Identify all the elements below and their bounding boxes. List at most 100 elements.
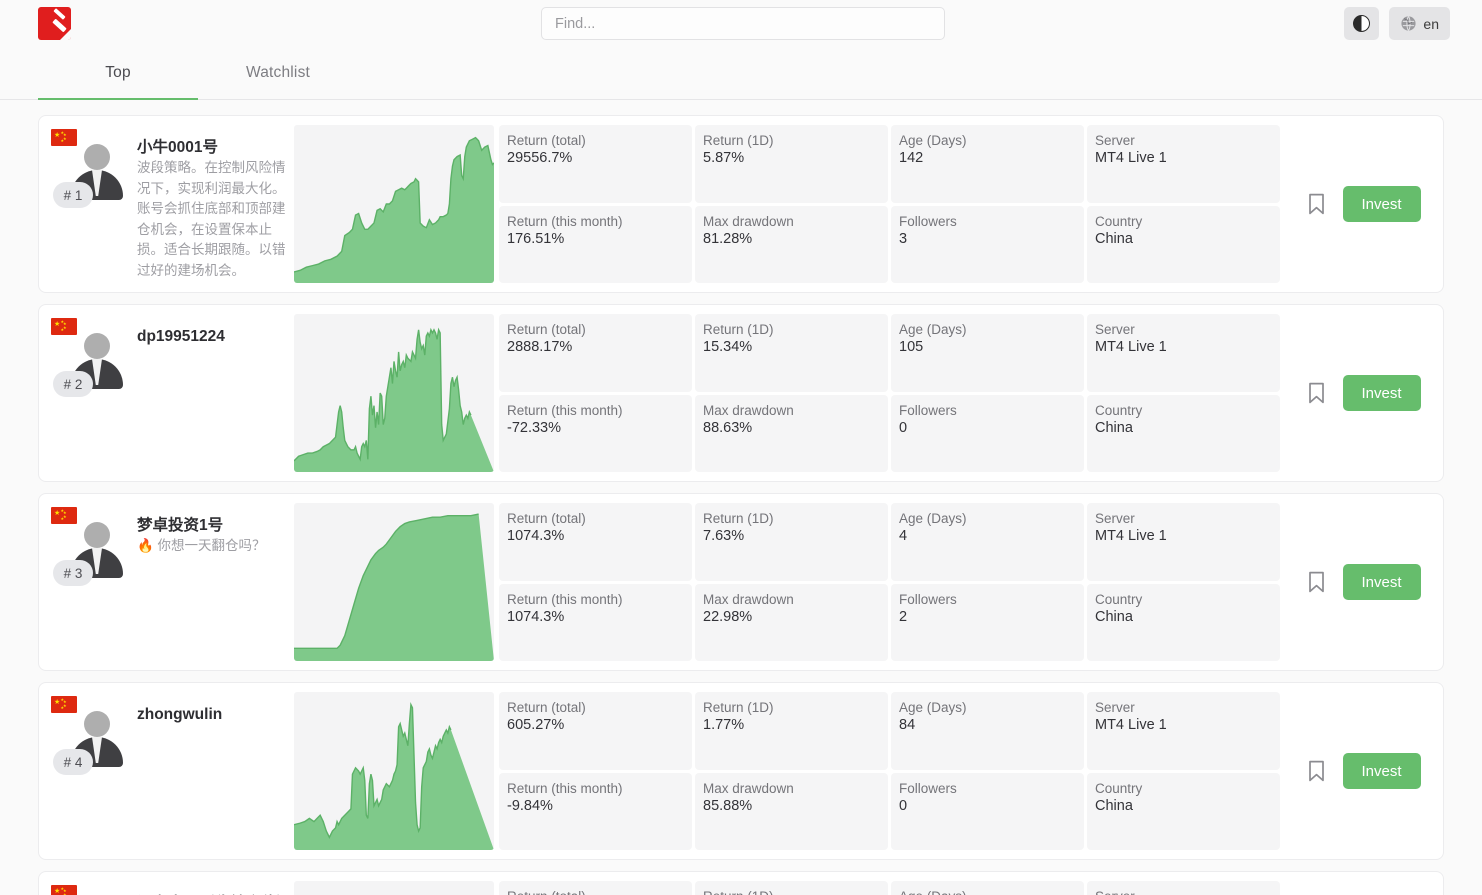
china-flag-icon: ★★★★★	[51, 696, 77, 713]
avatar-tie	[92, 170, 102, 196]
stat-server: Server MT4 Live 1	[1087, 503, 1280, 581]
trader-identity: ★★★★★# 5汇市杰西（稳健仓位）顺势波段交易策略	[39, 872, 294, 895]
trader-text: zhongwulin	[137, 693, 288, 853]
stat-return-total: Return (total) 1074.3%	[499, 503, 692, 581]
stat-country-label: Country	[1095, 402, 1143, 418]
trader-name[interactable]: 小牛0001号	[137, 139, 218, 156]
stat-followers-label: Followers	[899, 591, 957, 607]
trader-actions: Invest	[1285, 494, 1443, 670]
stat-server-label: Server	[1095, 133, 1135, 148]
stat-return-month-label: Return (this month)	[507, 591, 623, 607]
app-logo-icon[interactable]	[38, 7, 71, 40]
stat-country-label: Country	[1095, 591, 1143, 607]
stat-country: Country China	[1087, 394, 1280, 472]
trader-card[interactable]: ★★★★★# 5汇市杰西（稳健仓位）顺势波段交易策略 Return (total)…	[38, 871, 1444, 895]
trader-identity: ★ ★ ★ ★ ★ # 1 小牛0001号 波段策略。在控制风险情况下，实现利润最大化。账号会…	[39, 116, 294, 292]
avatar-column: ★ ★ ★ ★ ★ # 3	[45, 504, 137, 664]
trader-text: 梦卓投资1号 🔥 你想一天翻仓吗？	[137, 504, 288, 664]
trader-actions: Invest	[1285, 872, 1443, 895]
stat-return-month: Return (this month) 176.51%	[499, 205, 692, 283]
stat-server: Server MT4 Live 1	[1087, 314, 1280, 392]
trader-name[interactable]: dp19951224	[137, 328, 225, 345]
avatar-tie	[92, 737, 102, 763]
tab-watchlist[interactable]: Watchlist	[198, 47, 358, 99]
trader-name[interactable]: zhongwulin	[137, 706, 223, 723]
stat-age-days-label: Age (Days)	[899, 889, 1076, 895]
rank-badge: # 4	[53, 749, 93, 775]
trader-identity: ★ ★ ★ ★ ★ # 4 zhongwulin	[39, 683, 294, 859]
tab-top[interactable]: Top	[38, 47, 198, 100]
stat-age-days-label: Age (Days)	[899, 511, 967, 526]
trader-card[interactable]: ★ ★ ★ ★ ★ # 3 梦卓投资1号 🔥 你想一天翻仓吗？ Return (total) 10…	[38, 493, 1444, 671]
stat-age-days: Age (Days) 84	[891, 692, 1084, 770]
stat-return-total-label: Return (total)	[507, 700, 586, 715]
invest-button[interactable]: Invest	[1342, 564, 1421, 600]
stat-return-total: Return (total) 605.27%	[499, 692, 692, 770]
stat-return-month-value: -9.84%	[507, 797, 553, 814]
invest-button[interactable]: Invest	[1342, 753, 1421, 789]
performance-sparkline	[294, 692, 494, 850]
stat-return-1d-value: 7.63%	[703, 528, 745, 544]
language-selector-button[interactable]: en	[1389, 7, 1450, 40]
search-input[interactable]	[541, 7, 945, 40]
stat-followers: Followers 2	[891, 583, 1084, 661]
trader-name[interactable]: 梦卓投资1号	[137, 517, 224, 534]
stat-return-1d: Return (1D) 5.87%	[695, 125, 888, 203]
stat-followers: Followers 0	[891, 772, 1084, 850]
stat-server-label: Server	[1095, 700, 1135, 715]
performance-sparkline	[294, 125, 494, 283]
sparkline-chart	[294, 692, 494, 850]
bookmark-icon[interactable]	[1308, 382, 1325, 404]
contrast-icon	[1353, 15, 1371, 32]
stat-country-label: Country	[1095, 213, 1143, 229]
stat-return-1d-value: 1.77%	[703, 717, 745, 733]
stat-return-1d: Return (1D)6.07%	[695, 881, 888, 895]
theme-toggle-button[interactable]	[1344, 7, 1380, 40]
stat-age-days-value: 4	[899, 528, 908, 544]
trader-card[interactable]: ★ ★ ★ ★ ★ # 2 dp19951224 Return (total) 2888.17%…	[38, 304, 1444, 482]
stat-max-drawdown-value: 88.63%	[703, 419, 753, 436]
stat-return-month-label: Return (this month)	[507, 213, 623, 229]
bookmark-icon[interactable]	[1308, 760, 1325, 782]
stat-age-days-value: 105	[899, 339, 924, 355]
stat-followers-value: 0	[899, 797, 908, 814]
logo-slash-bottom	[52, 18, 67, 33]
trader-description: 🔥 你想一天翻仓吗？	[137, 538, 266, 554]
stat-country-value: China	[1095, 419, 1133, 436]
stat-return-total-label: Return (total)	[507, 322, 586, 337]
trader-stats: Return (total) 605.27% Return (1D) 1.77% Age…	[494, 683, 1285, 859]
stat-return-1d-label: Return (1D)	[703, 889, 880, 895]
stat-country-value: China	[1095, 608, 1133, 625]
stat-max-drawdown: Max drawdown 22.98%	[695, 583, 888, 661]
stat-age-days: Age (Days) 105	[891, 314, 1084, 392]
trader-stats: Return (total) 1074.3% Return (1D) 7.63% Age…	[494, 494, 1285, 670]
stat-age-days-value: 84	[899, 717, 916, 733]
stat-followers-label: Followers	[899, 780, 957, 796]
sparkline-chart	[294, 125, 494, 283]
stat-return-1d-label: Return (1D)	[703, 322, 774, 337]
bookmark-icon[interactable]	[1308, 193, 1325, 215]
stat-max-drawdown: Max drawdown 88.63%	[695, 394, 888, 472]
stat-return-total-value: 29556.7%	[507, 150, 573, 166]
stat-age-days: Age (Days) 4	[891, 503, 1084, 581]
stat-max-drawdown-value: 22.98%	[703, 608, 753, 625]
stat-return-month-label: Return (this month)	[507, 780, 623, 796]
avatar-head	[84, 522, 110, 548]
stat-country: Country China	[1087, 205, 1280, 283]
stat-return-total-label: Return (total)	[507, 511, 586, 526]
trader-card[interactable]: ★ ★ ★ ★ ★ # 1 小牛0001号 波段策略。在控制风险情况下，实现利润最大化。账号会…	[38, 115, 1444, 293]
bookmark-icon[interactable]	[1308, 571, 1325, 593]
stat-age-days-label: Age (Days)	[899, 133, 967, 148]
invest-button[interactable]: Invest	[1342, 375, 1421, 411]
invest-button[interactable]: Invest	[1342, 186, 1421, 222]
stat-return-1d-value: 15.34%	[703, 339, 753, 355]
stat-max-drawdown-value: 85.88%	[703, 797, 753, 814]
stat-return-month-value: 1074.3%	[507, 608, 565, 625]
stat-followers-value: 2	[899, 608, 908, 625]
stat-return-1d-label: Return (1D)	[703, 133, 774, 148]
tab-watchlist-label: Watchlist	[245, 64, 311, 81]
stat-server-label: Server	[1095, 511, 1135, 526]
trader-list[interactable]: ★ ★ ★ ★ ★ # 1 小牛0001号 波段策略。在控制风险情况下，实现利润最大化。账号会…	[0, 100, 1482, 895]
trader-card[interactable]: ★ ★ ★ ★ ★ # 4 zhongwulin Return (total) 605.27% R…	[38, 682, 1444, 860]
stat-age-days-label: Age (Days)	[899, 322, 967, 337]
